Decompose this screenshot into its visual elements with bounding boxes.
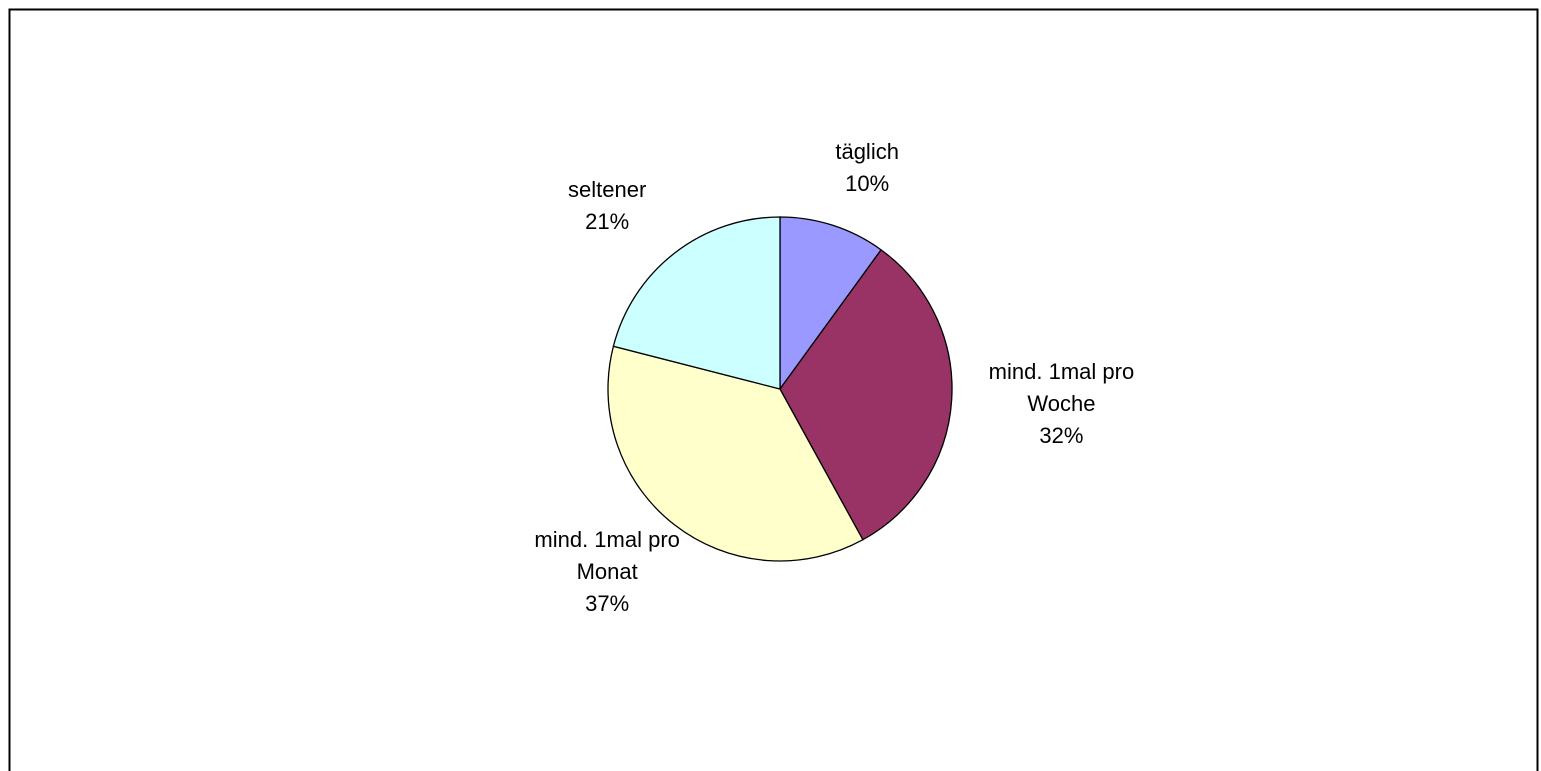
value-label: 32% [1039, 422, 1084, 448]
category-label: mind. 1mal pro Woche [988, 358, 1135, 416]
category-label: mind. 1mal pro Monat [534, 527, 680, 585]
slice-label: mind. 1mal pro Woche 32% [971, 356, 1151, 452]
pie-slice [779, 216, 883, 392]
pie-slice [607, 345, 864, 562]
slice-label: seltener 21% [517, 174, 697, 238]
chart-frame [8, 8, 1539, 771]
slice-label: mind. 1mal pro Monat 37% [517, 524, 697, 620]
slice-label: täglich 10% [777, 136, 957, 200]
category-label: täglich [835, 139, 899, 165]
value-label: 21% [585, 208, 630, 234]
value-label: 37% [585, 591, 630, 617]
pie-slice [612, 216, 781, 390]
value-label: 10% [845, 171, 890, 197]
pie-slice [779, 248, 953, 541]
category-label: seltener [568, 176, 647, 202]
